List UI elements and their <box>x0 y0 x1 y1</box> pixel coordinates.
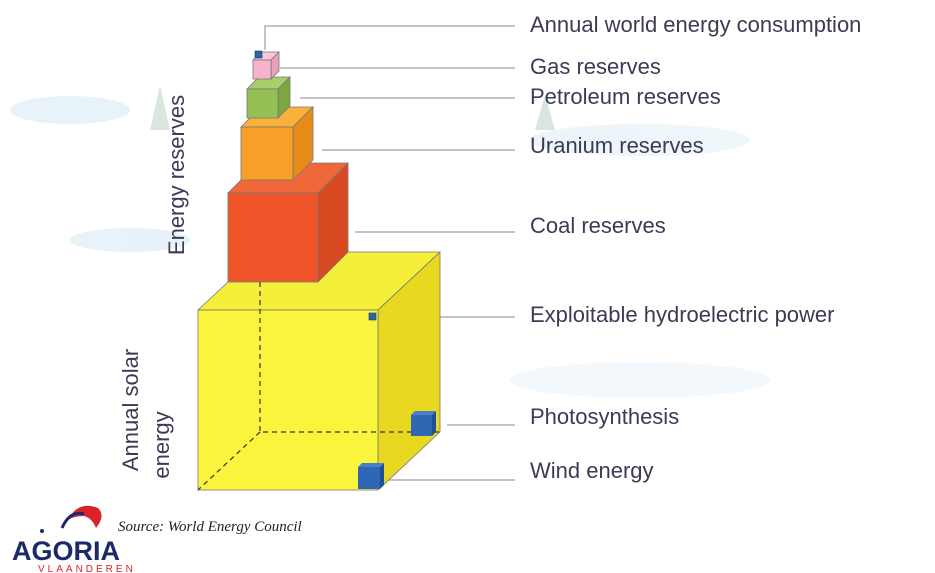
logo-name: AGORIA <box>12 536 120 566</box>
logo: AGORIA VLAANDEREN <box>12 505 136 573</box>
label: Annual world energy consumption <box>530 12 861 37</box>
background-clouds <box>10 85 770 398</box>
coal-cube <box>227 162 349 283</box>
source: Source: World Energy Council <box>118 519 302 535</box>
side-label: energy <box>149 411 174 478</box>
logo-region: VLAANDEREN <box>38 564 136 573</box>
label: Exploitable hydroelectric power <box>530 302 835 327</box>
label: Petroleum reserves <box>530 84 721 109</box>
label: Coal reserves <box>530 213 666 238</box>
petroleum-cube <box>246 76 291 119</box>
blue-cubes <box>254 50 436 489</box>
side-label: Energy reserves <box>164 95 189 255</box>
label: Wind energy <box>530 458 654 483</box>
solar-cube <box>196 251 442 491</box>
gas-cube <box>252 51 280 80</box>
label: Photosynthesis <box>530 404 679 429</box>
label: Uranium reserves <box>530 133 704 158</box>
side-label: Annual solar <box>118 349 143 471</box>
label: Gas reserves <box>530 54 661 79</box>
